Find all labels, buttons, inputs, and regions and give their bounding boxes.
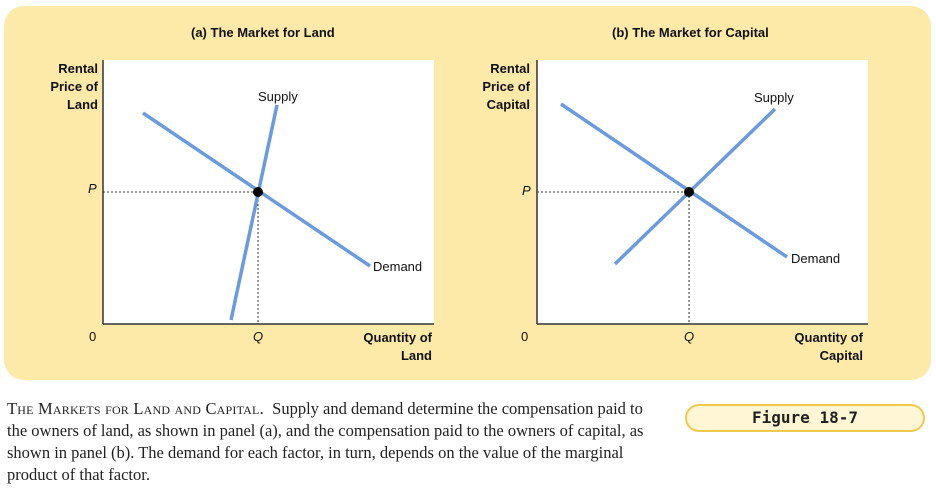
panel-b-plot-area bbox=[537, 60, 868, 324]
panel-b-supply-curve bbox=[613, 107, 777, 266]
panel-b-demand-label: Demand bbox=[791, 251, 841, 266]
caption-title: The Markets for Land and Capital. bbox=[7, 399, 264, 418]
panel-b-title: (b) The Market for Capital bbox=[612, 25, 769, 40]
caption-body: Supply and demand determine the compensa… bbox=[7, 399, 644, 484]
panel-b-y-axis-label: Rental Price of Capital bbox=[482, 61, 530, 112]
panel-a-title: (a) The Market for Land bbox=[191, 25, 335, 40]
panel-b-x-axis-label: Quantity of Capital bbox=[794, 330, 863, 363]
panel-a-p-label: P bbox=[88, 181, 97, 196]
figure-caption: The Markets for Land and Capital. Supply… bbox=[7, 398, 667, 486]
panel-b-origin: 0 bbox=[521, 329, 529, 344]
panel-a-plot-area bbox=[103, 60, 434, 324]
panel-b-equilibrium-point bbox=[684, 187, 694, 197]
panel-b-demand-curve bbox=[560, 102, 788, 259]
panel-b-supply-label: Supply bbox=[754, 90, 794, 105]
panel-a-origin: 0 bbox=[89, 329, 97, 344]
panel-a-x-axis-label: Quantity of Land bbox=[363, 330, 432, 363]
panel-b-p-label: P bbox=[522, 183, 531, 198]
figure-number-badge: Figure 18-7 bbox=[685, 404, 925, 432]
panel-a-supply-curve bbox=[229, 104, 279, 321]
panel-b-q-label: Q bbox=[684, 329, 695, 344]
panel-a-demand-label: Demand bbox=[373, 259, 423, 274]
panel-a-y-axis-label: Rental Price of Land bbox=[50, 61, 98, 112]
panel-a-equilibrium-point bbox=[253, 187, 263, 197]
panel-a-supply-label: Supply bbox=[258, 89, 298, 104]
panel-a-q-label: Q bbox=[253, 329, 264, 344]
